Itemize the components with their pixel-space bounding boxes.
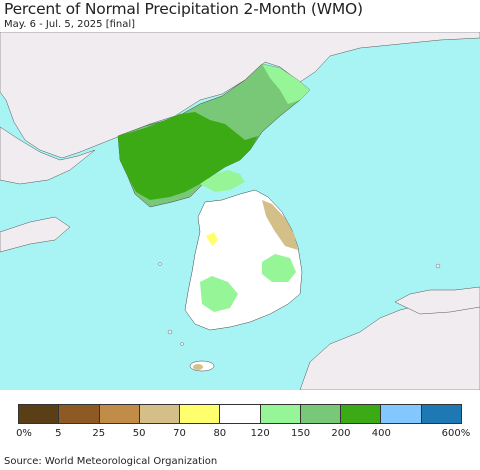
legend-swatch bbox=[59, 405, 100, 423]
yellow-patch bbox=[206, 232, 218, 246]
legend-tick-label: 70 bbox=[173, 428, 186, 439]
island bbox=[180, 342, 184, 346]
legend-swatch bbox=[260, 405, 301, 423]
source-credit: Source: World Meteorological Organizatio… bbox=[4, 456, 218, 467]
legend-tick-label: 200 bbox=[331, 428, 351, 439]
nk-south-light-green bbox=[200, 170, 245, 192]
legend-swatch bbox=[180, 405, 221, 423]
map-title: Percent of Normal Precipitation 2-Month … bbox=[4, 0, 363, 18]
legend-tick-label: 120 bbox=[250, 428, 270, 439]
legend-tick-label: 400 bbox=[371, 428, 391, 439]
liaodong-peninsula bbox=[0, 126, 96, 185]
legend-tick-label: 25 bbox=[92, 428, 106, 439]
light-green-east bbox=[262, 254, 296, 282]
japan-kyushu-honshu bbox=[299, 295, 480, 390]
color-legend bbox=[18, 404, 462, 424]
precipitation-map bbox=[0, 32, 480, 390]
shandong-peninsula bbox=[0, 216, 71, 253]
north-korea-dark-green bbox=[118, 112, 258, 200]
legend-swatch bbox=[139, 405, 181, 423]
legend-tick-label: 150 bbox=[290, 428, 311, 439]
legend-tick-label: 80 bbox=[213, 428, 227, 439]
legend-swatch bbox=[19, 405, 60, 423]
japan-west-coast bbox=[394, 286, 480, 315]
legend-swatch bbox=[421, 405, 461, 423]
legend-tick-label: 600% bbox=[441, 428, 471, 439]
island bbox=[158, 262, 162, 266]
island bbox=[167, 329, 173, 335]
legend-tick-label: 5 bbox=[55, 428, 62, 439]
jeju-tan bbox=[193, 364, 203, 370]
tan-east-coast bbox=[262, 200, 298, 250]
island bbox=[435, 263, 441, 269]
legend-swatch bbox=[300, 405, 342, 423]
map-subtitle: May. 6 - Jul. 5, 2025 [final] bbox=[4, 19, 136, 30]
legend-tick-label: 0% bbox=[16, 428, 32, 439]
legend-swatch bbox=[220, 405, 261, 423]
mainland-china-russia bbox=[0, 32, 480, 159]
legend-tick-label: 50 bbox=[132, 428, 146, 439]
ne-coast-light-green bbox=[262, 64, 310, 104]
legend-swatch bbox=[381, 405, 422, 423]
light-green-southwest bbox=[200, 276, 238, 312]
legend-swatch bbox=[341, 405, 382, 423]
legend-swatch bbox=[99, 405, 140, 423]
